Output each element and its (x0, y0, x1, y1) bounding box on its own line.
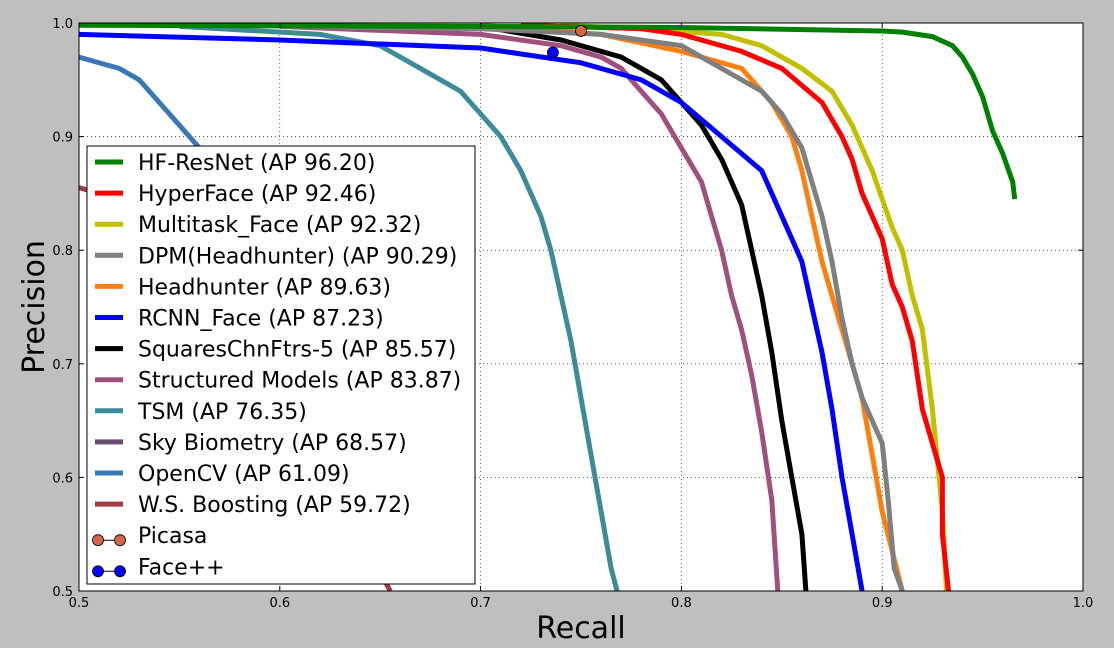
legend-label-headhunter: Headhunter (AP 89.63) (138, 275, 391, 300)
y-tick-label: 0.6 (52, 471, 73, 486)
legend-label-hyperface: HyperFace (AP 92.46) (138, 182, 376, 207)
legend-box (86, 145, 476, 585)
legend: HF-ResNet (AP 96.20) HyperFace (AP 92.46)… (86, 145, 476, 585)
legend-label-tsm: TSM (AP 76.35) (137, 400, 307, 425)
y-tick-label: 0.5 (52, 585, 73, 600)
legend-label-picasa: Picasa (138, 524, 207, 549)
plot-frame (78, 22, 1084, 592)
legend-marker-picasa (114, 534, 126, 547)
x-tick-label: 0.6 (269, 596, 290, 611)
y-tick-label: 0.7 (52, 358, 73, 373)
legend-label-sky-biometry: Sky Biometry (AP 68.57) (138, 431, 407, 456)
x-tick-label: 0.7 (470, 596, 491, 611)
tick-marks (78, 22, 1084, 592)
legend-label-dpm-headhunter: DPM(Headhunter) (AP 90.29) (138, 244, 457, 269)
legend-label-structured-models: Structured Models (AP 83.87) (138, 369, 461, 394)
x-tick-label: 0.5 (69, 596, 90, 611)
x-tick-label: 0.8 (671, 596, 692, 611)
x-tick-label: 1.0 (1073, 596, 1094, 611)
series-layer (79, 23, 1018, 591)
legend-label-w-s-boosting: W.S. Boosting (AP 59.72) (138, 493, 411, 518)
marker-face (546, 46, 559, 59)
series-line-multitask-face (560, 23, 949, 591)
series-line-opencv (79, 54, 202, 150)
series-line-tsm (179, 23, 620, 591)
y-tick-label: 1.0 (52, 17, 73, 32)
legend-label-face: Face++ (138, 555, 225, 580)
series-line-hf-resnet (79, 23, 1018, 200)
series-line-hyperface (520, 23, 951, 591)
series-line-squareschnftrs-5 (480, 23, 809, 591)
legend-label-multitask-face: Multitask_Face (AP 92.32) (138, 213, 421, 238)
y-axis-title: Precision (17, 240, 52, 374)
x-axis-title: Recall (536, 611, 626, 646)
legend-marker-picasa (92, 534, 104, 547)
tick-labels: 0.5 0.6 0.7 0.8 0.9 1.0 0.5 0.6 0.7 0.8 0.9 1.0 (52, 17, 1093, 611)
y-tick-label: 0.8 (52, 244, 73, 259)
legend-label-rcnn-face: RCNN_Face (AP 87.23) (138, 307, 384, 332)
legend-label-opencv: OpenCV (AP 61.09) (138, 462, 350, 487)
legend-label-hf-resnet: HF-ResNet (AP 96.20) (138, 151, 376, 176)
legend-marker-face (114, 565, 126, 578)
legend-marker-face (92, 565, 104, 578)
marker-picasa (575, 25, 587, 37)
x-tick-label: 0.9 (872, 596, 893, 611)
series-line-dpm-headhunter (279, 23, 905, 591)
legend-label-squareschnftrs-5: SquaresChnFtrs-5 (AP 85.57) (138, 338, 456, 363)
series-line-rcnn-face (79, 31, 865, 591)
marker-layer (546, 25, 587, 59)
series-line-structured-models (279, 23, 781, 591)
y-tick-label: 0.9 (52, 131, 73, 146)
